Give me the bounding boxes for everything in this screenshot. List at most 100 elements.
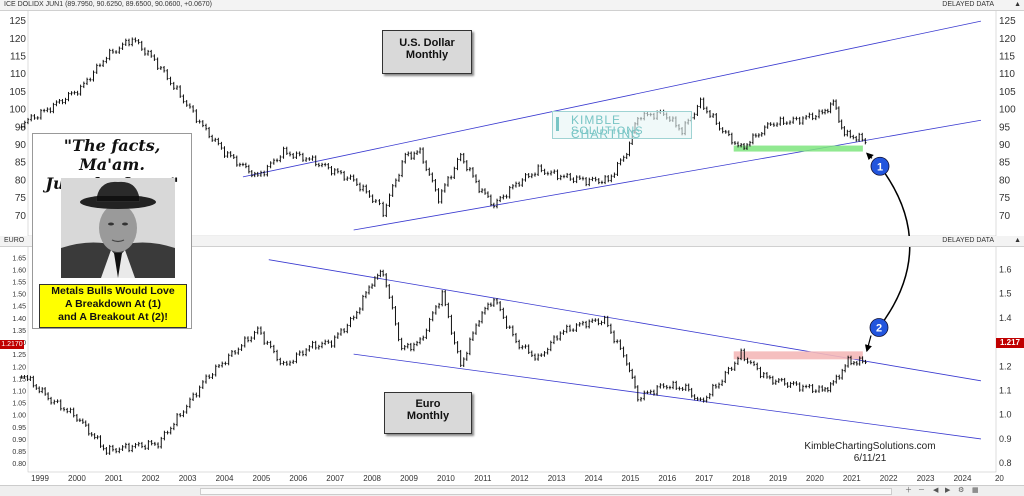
x-tick-label: 2015 <box>621 474 640 483</box>
y-tick-label-right: 1.2 <box>999 361 1012 371</box>
y-tick-label-left: 0.95 <box>12 425 26 432</box>
usd-subtitle: Monthly <box>405 49 449 61</box>
note-box: Metals Bulls Would Love A Breakdown At (… <box>39 284 187 328</box>
usd-title: U.S. Dollar <box>399 37 455 49</box>
watermark-logo: KIMBLE CHARTING SOLUTIONS <box>552 111 692 141</box>
y-tick-label-left: 115 <box>10 51 26 62</box>
x-tick-label: 2008 <box>363 474 381 483</box>
y-tick-label-left: 0.85 <box>12 449 26 456</box>
credit-block: KimbleChartingSolutions.com 6/11/21 <box>790 441 950 465</box>
support-zone <box>733 145 863 152</box>
x-tick-label: 2018 <box>732 474 750 483</box>
quote-panel: "The facts, Ma'am. Just the facts." Meta… <box>32 133 192 329</box>
scroll-up-icon[interactable]: ▲ <box>1014 1 1021 8</box>
y-tick-label-left: 70 <box>15 211 27 222</box>
note-line2: A Breakdown At (1) <box>64 298 162 310</box>
y-tick-label-left: 85 <box>15 158 27 169</box>
man-in-hat-icon <box>61 178 175 278</box>
zoom-out-icon[interactable]: － <box>918 487 925 494</box>
y-tick-label-left: 1.35 <box>12 328 26 335</box>
y-tick-label-left: 1.60 <box>12 267 26 274</box>
y-tick-label-left: 110 <box>10 69 26 80</box>
usd-title-box: U.S. Dollar Monthly <box>382 30 472 74</box>
grid-icon[interactable]: ▦ <box>972 487 979 494</box>
y-tick-label-right: 75 <box>999 193 1011 204</box>
y-tick-label-left: 0.80 <box>12 461 26 468</box>
top-panel-delayed-label: DELAYED DATA <box>942 1 994 8</box>
y-tick-label-left: 1.65 <box>12 255 26 262</box>
x-tick-label: 2000 <box>67 474 86 483</box>
y-tick-label-left: 125 <box>9 16 26 27</box>
resistance-zone <box>733 351 863 360</box>
x-tick-label: 2005 <box>252 474 271 483</box>
bottom-toolbar: ＋ － ◀ ▶ ⚙ ▦ <box>0 485 1024 496</box>
x-tick-label: 2023 <box>916 474 935 483</box>
marker-circle-1 <box>870 156 890 176</box>
y-tick-label-right: 115 <box>999 51 1015 62</box>
y-tick-label-right: 120 <box>999 34 1016 45</box>
watermark-line2: SOLUTIONS <box>571 125 644 137</box>
y-tick-label-right: 80 <box>999 175 1011 186</box>
credit-site: KimbleChartingSolutions.com <box>804 441 936 452</box>
x-tick-label: 2021 <box>842 474 861 483</box>
x-tick-label: 2010 <box>436 474 455 483</box>
x-tick-label: 2014 <box>584 474 603 483</box>
y-tick-label-left: 75 <box>15 193 27 204</box>
x-tick-label: 2004 <box>215 474 234 483</box>
x-tick-label: 2007 <box>326 474 345 483</box>
x-tick-label: 2019 <box>769 474 787 483</box>
trend-line <box>242 20 982 178</box>
x-tick-label: 2002 <box>141 474 160 483</box>
y-tick-label-left: 1.05 <box>12 401 26 408</box>
zoom-in-icon[interactable]: ＋ <box>905 487 912 494</box>
x-tick-label: 2011 <box>474 474 492 483</box>
x-tick-label: 2017 <box>695 474 714 483</box>
marker-label-2: 2 <box>876 323 882 335</box>
scroll-right-icon[interactable]: ▶ <box>945 487 951 494</box>
x-tick-label: 2020 <box>805 474 824 483</box>
watermark-line1: KIMBLE CHARTING <box>571 113 642 141</box>
marker-circle-2 <box>869 318 889 337</box>
x-tick-label: 2013 <box>547 474 566 483</box>
scroll-up-icon[interactable]: ▲ <box>1014 237 1021 244</box>
y-tick-label-right: 100 <box>999 105 1016 116</box>
y-tick-label-right: 85 <box>999 158 1011 169</box>
x-tick-label: 2012 <box>510 474 529 483</box>
y-tick-label-left: 1.00 <box>12 413 26 420</box>
y-tick-label-right: 90 <box>999 140 1011 151</box>
y-tick-label-left: 100 <box>9 105 26 116</box>
y-tick-label-left: 1.50 <box>12 292 26 299</box>
x-tick-label: 2016 <box>658 474 677 483</box>
trend-line <box>353 353 982 440</box>
y-tick-label-left: 80 <box>15 175 27 186</box>
horizontal-scrollbar[interactable] <box>200 488 892 495</box>
note-line1: Metals Bulls Would Love <box>51 285 175 297</box>
y-tick-label-left: 1.15 <box>12 376 26 383</box>
euro-title-box: Euro Monthly <box>384 392 472 434</box>
y-tick-label-right: 95 <box>999 122 1011 133</box>
settings-icon[interactable]: ⚙ <box>958 487 965 494</box>
scroll-left-icon[interactable]: ◀ <box>933 487 939 494</box>
quote-line1: "The facts, Ma'am. <box>63 136 161 174</box>
y-tick-label-right: 0.8 <box>999 458 1012 468</box>
y-tick-label-right: 105 <box>999 87 1016 98</box>
logo-icon <box>556 117 569 131</box>
top-panel-symbol: ICE DOLIDX JUN1 (89.7950, 90.6250, 89.65… <box>4 1 213 8</box>
y-tick-label-right: 0.9 <box>999 434 1012 444</box>
y-tick-label-right: 1.6 <box>999 264 1012 274</box>
top-panel-header: ICE DOLIDX JUN1 (89.7950, 90.6250, 89.65… <box>0 0 1024 11</box>
y-tick-label-right: 1.0 <box>999 410 1012 420</box>
euro-price-tag-left: 1.2170 <box>0 340 24 349</box>
y-tick-label-left: 95 <box>15 122 27 133</box>
euro-subtitle: Monthly <box>406 410 450 422</box>
euro-title: Euro <box>415 398 441 410</box>
trend-line <box>353 119 982 231</box>
portrait-image <box>61 178 175 278</box>
pointer-arrow-2 <box>864 335 872 353</box>
y-tick-label-right: 125 <box>999 16 1016 27</box>
pointer-arrow-1 <box>866 152 874 161</box>
x-tick-label: 20 <box>994 474 1004 483</box>
x-tick-label: 2022 <box>879 474 898 483</box>
y-tick-label-left: 90 <box>15 140 27 151</box>
x-tick-label: 2009 <box>400 474 418 483</box>
